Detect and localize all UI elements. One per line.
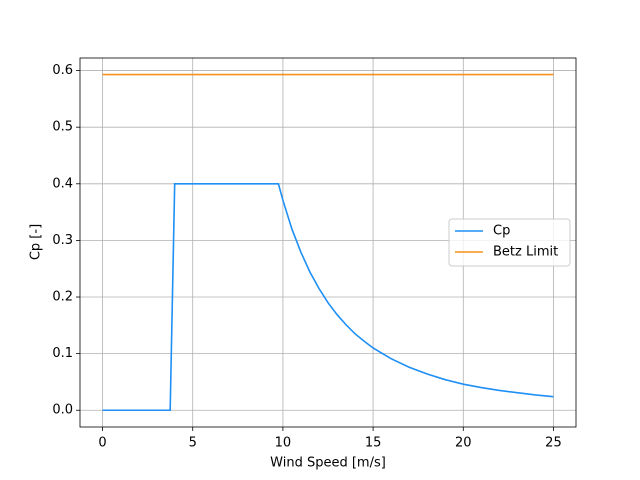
y-tick-label: 0.1 <box>52 346 73 361</box>
x-tick-label: 15 <box>365 436 382 451</box>
legend-label: Cp <box>493 224 510 239</box>
y-tick-label: 0.0 <box>52 403 73 418</box>
x-tick-label: 0 <box>98 436 106 451</box>
y-axis-label: Cp [-] <box>29 224 44 260</box>
y-tick-label: 0.2 <box>52 290 73 305</box>
y-tick-label: 0.3 <box>52 233 73 248</box>
y-tick-label: 0.4 <box>52 176 73 191</box>
x-tick-label: 25 <box>545 436 562 451</box>
plot-frame <box>79 57 577 428</box>
y-tick-label: 0.6 <box>52 63 73 78</box>
x-tick-label: 5 <box>189 436 197 451</box>
data-line <box>102 182 554 412</box>
x-axis-label: Wind Speed [m/s] <box>270 456 386 471</box>
x-tick-label: 20 <box>455 436 472 451</box>
x-tick-label: 10 <box>275 436 292 451</box>
legend-label: Betz Limit <box>493 245 558 260</box>
y-tick-label: 0.5 <box>52 120 73 135</box>
